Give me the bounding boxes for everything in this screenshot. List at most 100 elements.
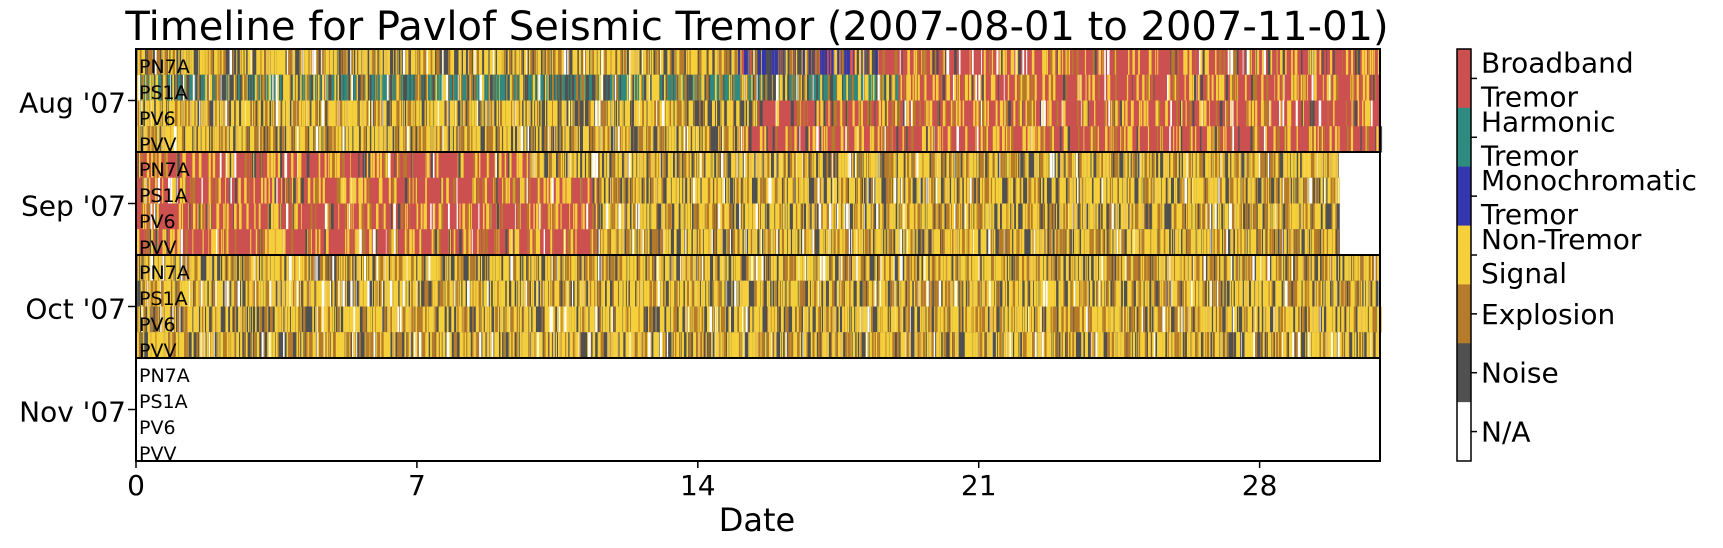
- class-tick: [281, 177, 283, 204]
- class-tick: [867, 100, 870, 127]
- class-tick: [926, 177, 927, 204]
- class-tick: [190, 74, 191, 101]
- class-tick: [655, 74, 658, 101]
- class-tick: [986, 126, 989, 153]
- class-tick: [1354, 100, 1358, 127]
- class-tick: [295, 100, 297, 127]
- class-tick: [406, 126, 409, 153]
- class-tick: [189, 177, 192, 204]
- class-tick: [821, 126, 823, 153]
- class-tick: [728, 126, 731, 153]
- class-tick: [851, 152, 853, 179]
- class-tick: [760, 74, 762, 101]
- class-tick: [201, 177, 203, 204]
- class-tick: [253, 74, 256, 101]
- class-tick: [1010, 49, 1013, 76]
- class-tick: [563, 126, 565, 153]
- class-tick: [878, 100, 882, 127]
- class-tick: [603, 126, 606, 153]
- class-tick: [198, 49, 199, 76]
- class-tick: [571, 177, 573, 204]
- class-tick: [260, 49, 262, 76]
- class-tick: [1311, 74, 1314, 101]
- class-tick: [433, 49, 435, 76]
- class-tick: [228, 74, 230, 101]
- class-tick: [278, 100, 280, 127]
- class-tick: [147, 100, 150, 127]
- class-tick: [319, 74, 321, 101]
- class-tick: [424, 100, 426, 127]
- class-tick: [575, 74, 579, 101]
- class-tick: [717, 49, 719, 76]
- class-tick: [214, 49, 216, 76]
- class-tick: [745, 126, 748, 153]
- class-tick: [677, 177, 680, 204]
- class-tick: [1311, 126, 1313, 153]
- class-tick: [1175, 177, 1178, 204]
- class-tick: [1153, 74, 1155, 101]
- class-tick: [987, 100, 989, 127]
- class-tick: [1110, 126, 1112, 153]
- month-label: Aug '07: [19, 87, 126, 120]
- class-tick: [359, 100, 362, 127]
- class-tick: [803, 100, 806, 127]
- class-tick: [265, 49, 269, 76]
- class-tick: [238, 177, 241, 204]
- class-tick: [283, 74, 286, 101]
- class-tick: [224, 126, 227, 153]
- class-tick: [595, 100, 598, 127]
- class-tick: [621, 74, 623, 101]
- class-tick: [249, 100, 252, 127]
- class-tick: [924, 74, 927, 101]
- class-tick: [1138, 100, 1141, 127]
- class-tick: [757, 177, 759, 204]
- class-tick: [358, 152, 360, 179]
- class-tick: [834, 100, 838, 127]
- class-tick: [218, 177, 221, 204]
- class-tick: [765, 74, 768, 101]
- class-tick: [1375, 126, 1376, 153]
- class-tick: [908, 74, 911, 101]
- class-tick: [583, 100, 585, 127]
- class-tick: [855, 152, 858, 179]
- class-tick: [249, 74, 253, 101]
- class-tick: [1144, 177, 1146, 204]
- class-tick: [1230, 177, 1233, 204]
- class-tick: [264, 100, 268, 127]
- class-tick: [561, 126, 563, 153]
- class-tick: [535, 152, 538, 179]
- class-tick: [1014, 74, 1017, 101]
- class-tick: [976, 177, 979, 204]
- class-tick: [592, 152, 595, 179]
- class-tick: [1310, 152, 1313, 179]
- class-tick: [983, 126, 986, 153]
- class-tick: [874, 74, 877, 101]
- class-tick: [895, 74, 897, 101]
- class-tick: [1368, 49, 1372, 76]
- class-tick: [240, 49, 242, 76]
- class-tick: [818, 49, 819, 76]
- class-tick: [841, 49, 844, 76]
- class-tick: [1263, 152, 1266, 179]
- class-tick: [350, 100, 353, 127]
- class-tick: [1309, 100, 1312, 127]
- class-tick: [747, 74, 750, 101]
- class-tick: [514, 74, 517, 101]
- class-tick: [535, 100, 538, 127]
- class-tick: [330, 49, 332, 76]
- class-tick: [1374, 74, 1376, 101]
- class-tick: [757, 49, 761, 76]
- class-tick: [579, 49, 582, 76]
- class-tick: [296, 100, 300, 127]
- class-tick: [390, 74, 393, 101]
- class-tick: [724, 126, 726, 153]
- class-tick: [663, 74, 666, 101]
- class-tick: [944, 100, 946, 127]
- class-tick: [710, 100, 713, 127]
- class-tick: [735, 152, 737, 179]
- class-tick: [258, 49, 261, 76]
- class-tick: [1082, 152, 1084, 179]
- class-tick: [538, 49, 541, 76]
- class-tick: [634, 100, 637, 127]
